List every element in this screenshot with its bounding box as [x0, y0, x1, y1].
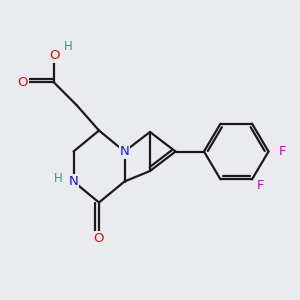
Text: H: H [53, 172, 62, 185]
Text: O: O [49, 49, 59, 62]
Text: F: F [257, 179, 265, 193]
Text: F: F [278, 145, 286, 158]
Text: N: N [120, 145, 129, 158]
Text: H: H [64, 40, 73, 53]
Text: N: N [69, 175, 78, 188]
Text: O: O [17, 76, 28, 89]
Text: O: O [94, 232, 104, 245]
